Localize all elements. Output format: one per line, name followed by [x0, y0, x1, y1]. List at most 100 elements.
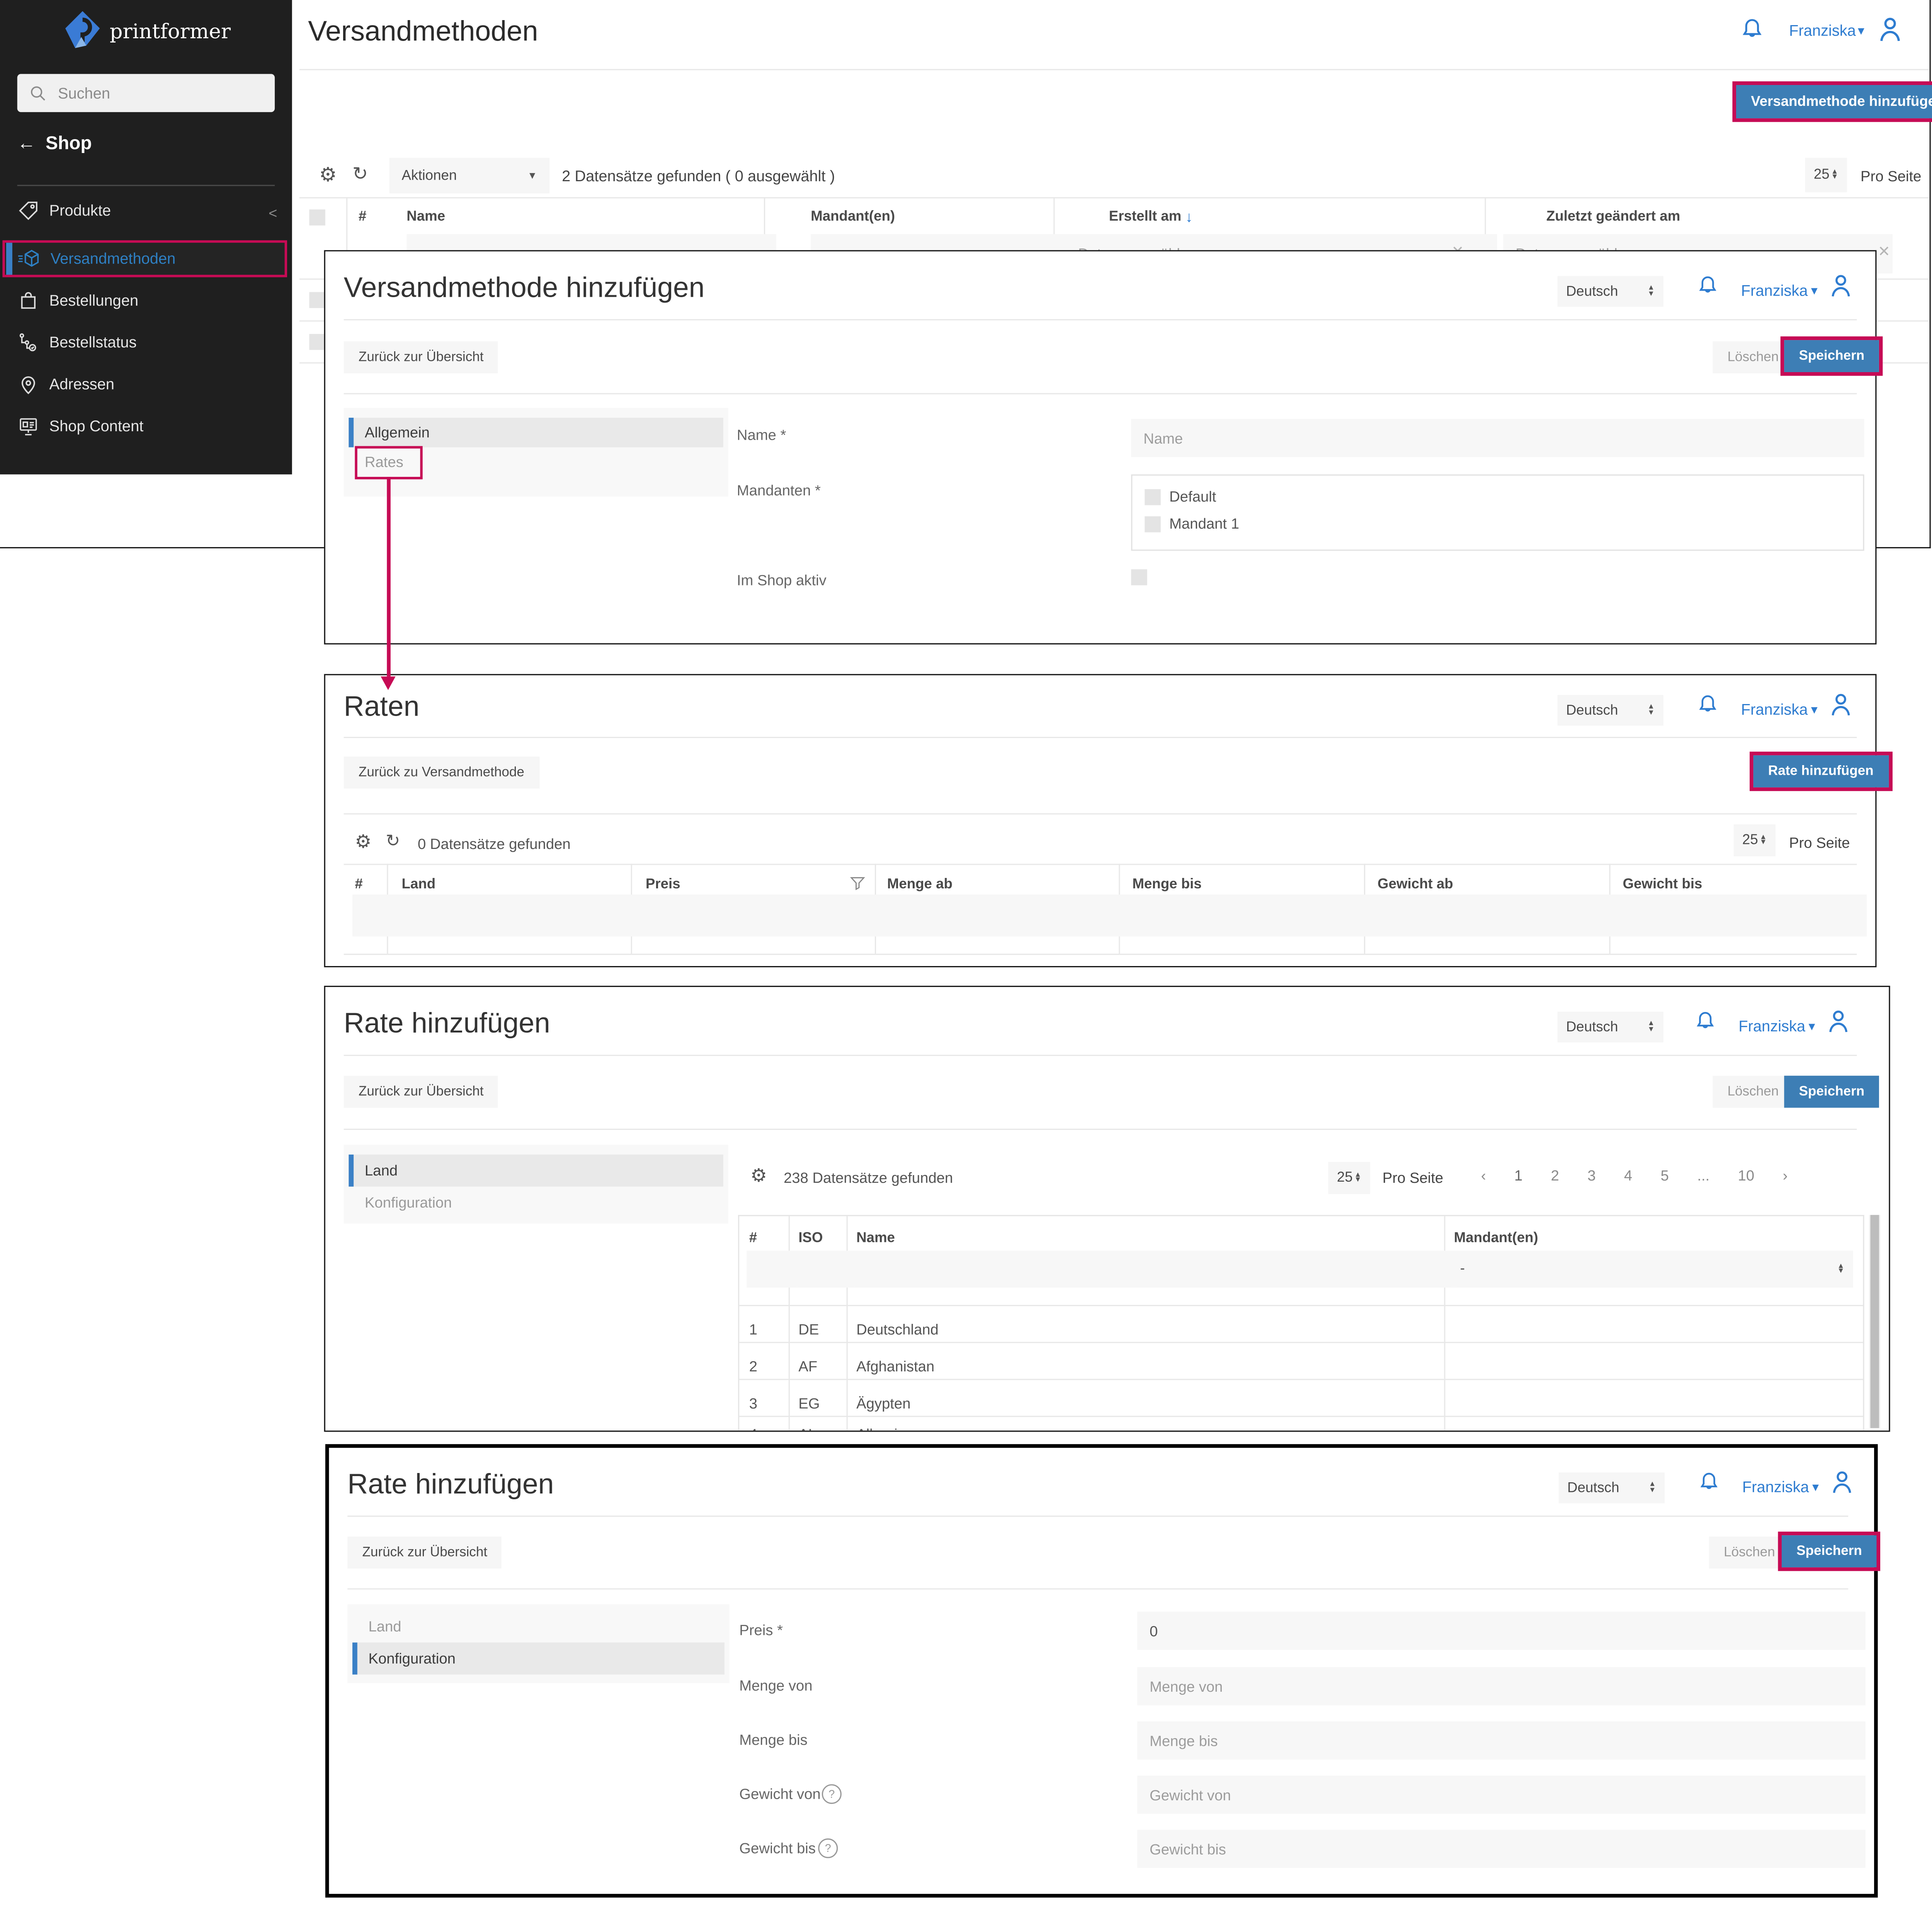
sidebar-item-produkte[interactable]: Produkte	[17, 200, 111, 222]
logo[interactable]: printformer	[64, 10, 231, 52]
menge-ab-filter[interactable]	[884, 895, 1131, 937]
gewicht-ab-filter[interactable]	[1375, 895, 1622, 937]
actions-select[interactable]: Aktionen ▼	[389, 158, 550, 194]
bell-icon[interactable]	[1693, 1008, 1718, 1036]
land-filter[interactable]	[399, 895, 646, 937]
user-avatar-icon[interactable]	[1874, 12, 1906, 47]
mandant-filter-select[interactable]: - ▲ ▼	[1451, 1250, 1853, 1288]
preis-filter[interactable]	[643, 895, 890, 937]
sidebar-item-versandmethoden[interactable]: Versandmethoden	[17, 248, 176, 270]
col-preis[interactable]: Preis	[645, 877, 680, 892]
add-rate-button[interactable]: Rate hinzufügen	[1753, 755, 1889, 788]
bell-icon[interactable]	[1738, 15, 1765, 46]
tab-land[interactable]: Land	[368, 1618, 401, 1635]
col-menge-bis[interactable]: Menge bis	[1132, 877, 1202, 892]
back-button[interactable]: Zurück zur Übersicht	[344, 1075, 498, 1108]
row-checkbox[interactable]	[309, 334, 325, 350]
search-input[interactable]: Suchen	[17, 74, 275, 112]
user-name[interactable]: Franziska	[1738, 1017, 1806, 1035]
page-prev[interactable]: ‹	[1481, 1167, 1486, 1184]
user-caret-down-icon[interactable]: ▼	[1809, 284, 1820, 297]
page-number[interactable]: 1	[1514, 1167, 1523, 1184]
per-page-select[interactable]: 25 ▲ ▼	[1733, 824, 1776, 857]
bell-icon[interactable]	[1697, 1469, 1721, 1497]
tab-rates[interactable]: Rates	[364, 453, 403, 471]
col-created[interactable]: Erstellt am	[1109, 209, 1182, 225]
refresh-icon[interactable]: ↻	[386, 830, 400, 850]
user-name[interactable]: Franziska	[1741, 282, 1808, 299]
col-menge-ab[interactable]: Menge ab	[887, 877, 953, 892]
user-caret-down-icon[interactable]: ▼	[1806, 1020, 1818, 1033]
user-avatar-icon[interactable]	[1827, 1466, 1857, 1499]
col-name[interactable]: Name	[406, 209, 446, 225]
save-button[interactable]: Speichern	[1781, 1535, 1877, 1568]
mandant-default-checkbox[interactable]	[1145, 489, 1161, 505]
sidebar-back-shop[interactable]: ← Shop	[17, 133, 92, 154]
page-number[interactable]: 5	[1660, 1167, 1669, 1184]
delete-button[interactable]: Löschen	[1713, 341, 1794, 374]
user-name[interactable]: Franziska	[1741, 701, 1808, 719]
sidebar-item-shop-content[interactable]: Shop Content	[17, 415, 144, 437]
select-all-checkbox[interactable]	[309, 209, 325, 226]
back-button[interactable]: Zurück zur Übersicht	[344, 341, 498, 374]
col-mandant[interactable]: Mandant(en)	[811, 209, 895, 225]
clear-filter-icon[interactable]: ✕	[1878, 243, 1890, 260]
page-number[interactable]: 3	[1587, 1167, 1596, 1184]
user-name[interactable]: Franziska	[1742, 1478, 1809, 1496]
page-number[interactable]: 2	[1551, 1167, 1560, 1184]
question-icon[interactable]: ?	[821, 1784, 842, 1804]
page-next[interactable]: ›	[1782, 1167, 1788, 1184]
gear-icon[interactable]: ⚙	[750, 1165, 767, 1187]
num-filter[interactable]	[747, 1250, 799, 1288]
add-method-button[interactable]: Versandmethode hinzufügen	[1736, 85, 1932, 119]
user-avatar-icon[interactable]	[1826, 689, 1856, 721]
per-page-select[interactable]: 25 ▲ ▼	[1328, 1162, 1370, 1194]
menge-bis-input[interactable]: Menge bis	[1137, 1721, 1866, 1760]
sort-desc-icon[interactable]: ↓	[1185, 208, 1193, 226]
preis-input[interactable]: 0	[1137, 1611, 1866, 1650]
back-button[interactable]: Zurück zu Versandmethode	[344, 756, 539, 789]
refresh-icon[interactable]: ↻	[352, 164, 368, 185]
bell-icon[interactable]	[1696, 691, 1720, 720]
gear-icon[interactable]: ⚙	[355, 832, 372, 853]
save-button[interactable]: Speichern	[1784, 340, 1879, 373]
language-select[interactable]: Deutsch ▲ ▼	[1557, 695, 1663, 726]
iso-filter[interactable]	[796, 1250, 855, 1288]
row-checkbox[interactable]	[309, 292, 325, 308]
col-num[interactable]: #	[749, 1231, 757, 1246]
shop-active-checkbox[interactable]	[1131, 569, 1147, 585]
mandant-1-checkbox[interactable]	[1145, 516, 1161, 532]
col-modified[interactable]: Zuletzt geändert am	[1546, 209, 1680, 225]
col-num[interactable]: #	[358, 209, 367, 225]
menge-von-input[interactable]: Menge von	[1137, 1667, 1866, 1706]
user-avatar-icon[interactable]	[1826, 270, 1856, 302]
user-caret-down-icon[interactable]: ▼	[1809, 703, 1820, 716]
filter-funnel-icon[interactable]	[849, 875, 866, 892]
name-filter[interactable]	[854, 1250, 1458, 1288]
col-land[interactable]: Land	[401, 877, 436, 892]
tab-konfiguration[interactable]: Konfiguration	[364, 1194, 452, 1211]
user-caret-down-icon[interactable]: ▼	[1810, 1481, 1821, 1493]
delete-button[interactable]: Löschen	[1709, 1536, 1790, 1569]
user-caret-down-icon[interactable]: ▼	[1855, 24, 1867, 37]
user-name[interactable]: Franziska	[1789, 22, 1856, 40]
col-num[interactable]: #	[355, 877, 363, 892]
col-gewicht-ab[interactable]: Gewicht ab	[1378, 877, 1453, 892]
language-select[interactable]: Deutsch ▲ ▼	[1558, 1472, 1665, 1504]
bell-icon[interactable]	[1696, 272, 1720, 301]
name-input[interactable]: Name	[1131, 419, 1864, 458]
scrollbar-track[interactable]	[1869, 1215, 1881, 1428]
num-filter[interactable]	[352, 895, 400, 937]
menge-bis-filter[interactable]	[1130, 895, 1376, 937]
page-number[interactable]: 10	[1738, 1167, 1755, 1184]
save-button[interactable]: Speichern	[1784, 1075, 1879, 1108]
tab-allgemein[interactable]: Allgemein	[349, 417, 723, 447]
gewicht-bis-filter[interactable]	[1620, 895, 1867, 937]
page-number[interactable]: 4	[1624, 1167, 1633, 1184]
gewicht-von-input[interactable]: Gewicht von	[1137, 1776, 1866, 1814]
gewicht-bis-input[interactable]: Gewicht bis	[1137, 1830, 1866, 1868]
sidebar-item-bestellungen[interactable]: Bestellungen	[17, 289, 138, 311]
col-iso[interactable]: ISO	[798, 1231, 823, 1246]
gear-icon[interactable]: ⚙	[319, 165, 337, 186]
tab-land[interactable]: Land	[349, 1154, 723, 1187]
